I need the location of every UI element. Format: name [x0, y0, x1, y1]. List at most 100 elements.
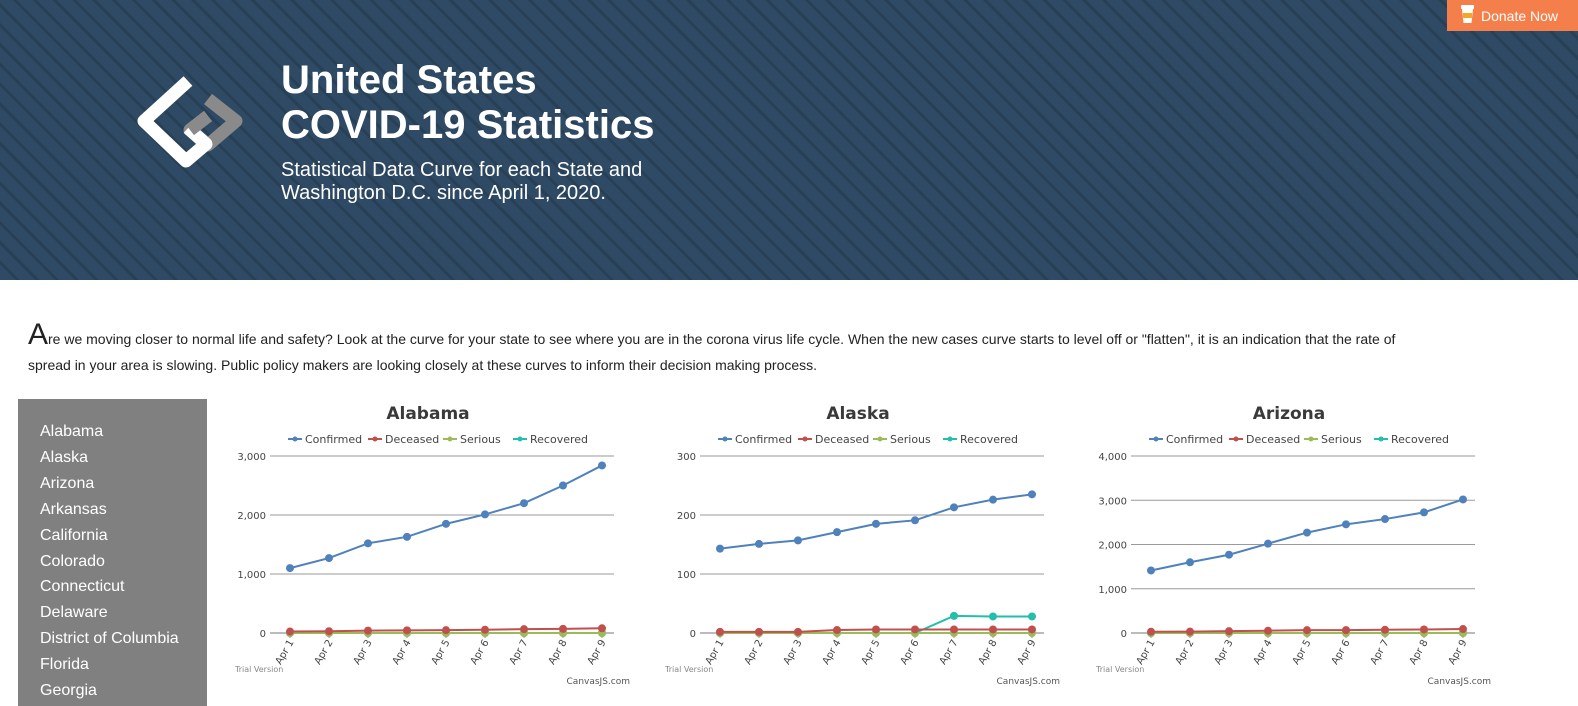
x-tick-label: Apr 3: [782, 638, 805, 667]
x-tick-label: Apr 4: [821, 638, 844, 667]
y-tick-label: 200: [677, 511, 696, 522]
data-point-recovered: [989, 612, 997, 621]
sidebar-item-alabama[interactable]: Alabama: [40, 423, 104, 440]
x-tick-label: Apr 8: [547, 638, 570, 667]
y-tick-label: 300: [677, 452, 696, 463]
sidebar-item-connecticut[interactable]: Connecticut: [40, 578, 125, 596]
x-tick-label: Apr 2: [1174, 638, 1197, 667]
chart-alabama: Alabama Confirmed Deceased Serious Recovered…: [218, 398, 638, 693]
chart-watermark: Trial Version: [234, 665, 283, 674]
legend-item-confirmed: Confirmed: [288, 433, 362, 446]
y-tick-label: 1,000: [237, 570, 266, 581]
data-point-recovered: [1028, 612, 1036, 621]
legend-marker-deceased: [802, 436, 808, 442]
data-point-deceased: [1225, 627, 1233, 636]
data-point-confirmed: [716, 544, 724, 553]
data-point-confirmed: [364, 539, 372, 548]
x-tick-label: Apr 5: [860, 638, 883, 667]
data-point-confirmed: [442, 519, 450, 528]
data-point-confirmed: [950, 503, 958, 512]
x-tick-label: Apr 3: [1213, 638, 1236, 667]
data-point-confirmed: [559, 481, 567, 490]
data-point-deceased: [755, 627, 763, 636]
data-point-deceased: [442, 626, 450, 635]
sidebar-item-arizona[interactable]: Arizona: [40, 474, 95, 492]
legend-label-deceased: Deceased: [815, 433, 869, 446]
data-point-confirmed: [325, 554, 333, 563]
data-point-deceased: [481, 625, 489, 634]
data-point-deceased: [1147, 627, 1155, 636]
data-point-deceased: [794, 627, 802, 636]
chart-title: Alaska: [826, 404, 889, 424]
y-tick-label: 4,000: [1098, 452, 1127, 463]
title-line-2: COVID-19 Statistics: [281, 103, 655, 147]
legend-item-serious: Serious: [1304, 433, 1362, 446]
sidebar-item-district-of-columbia[interactable]: District of Columbia: [40, 630, 179, 648]
chart-alaska: Alaska Confirmed Deceased Serious Recovered 0…: [648, 398, 1068, 693]
sidebar-item-florida[interactable]: Florida: [40, 656, 89, 674]
data-point-deceased: [1186, 627, 1194, 636]
data-point-confirmed: [1225, 550, 1233, 559]
legend-item-confirmed: Confirmed: [1149, 433, 1223, 446]
x-tick-label: Apr 1: [1135, 638, 1158, 667]
sidebar-item-california[interactable]: California: [40, 526, 108, 544]
legend-label-deceased: Deceased: [1246, 433, 1300, 446]
y-tick-label: 2,000: [1098, 541, 1127, 552]
legend-item-serious: Serious: [873, 433, 931, 446]
x-tick-label: Apr 9: [1447, 638, 1470, 667]
y-tick-label: 0: [260, 629, 266, 640]
legend-item-deceased: Deceased: [798, 433, 869, 446]
x-tick-label: Apr 8: [1408, 638, 1431, 667]
data-point-confirmed: [1264, 539, 1272, 548]
sidebar-item-alaska[interactable]: Alaska: [40, 448, 89, 466]
chart-watermark: Trial Version: [664, 665, 713, 674]
legend-marker-deceased: [372, 436, 378, 442]
data-point-deceased: [872, 625, 880, 634]
sidebar-item-georgia[interactable]: Georgia: [40, 682, 97, 700]
subtitle-line-2: Washington D.C. since April 1, 2020.: [281, 182, 606, 204]
x-tick-label: Apr 4: [1252, 638, 1275, 667]
x-tick-label: Apr 6: [1330, 638, 1353, 667]
donate-button[interactable]: Donate Now: [1447, 0, 1578, 31]
interlocking-diamonds-logo: [137, 76, 243, 168]
legend-label-serious: Serious: [460, 433, 501, 446]
legend-label-confirmed: Confirmed: [1166, 433, 1223, 446]
data-point-confirmed: [1186, 558, 1194, 567]
data-point-deceased: [520, 625, 528, 634]
data-point-confirmed: [520, 499, 528, 508]
state-list: Alabama Alaska Arizona Arkansas Californ…: [18, 399, 207, 704]
legend-item-recovered: Recovered: [943, 433, 1018, 446]
header-banner: United States COVID-19 Statistics Statis…: [0, 0, 1578, 280]
sidebar-item-delaware[interactable]: Delaware: [40, 604, 108, 622]
subtitle-line-1: Statistical Data Curve for each State an…: [281, 159, 643, 181]
x-tick-label: Apr 2: [743, 638, 766, 667]
intro-paragraph: Are we moving closer to normal life and …: [28, 320, 1428, 378]
legend-marker-recovered: [1378, 436, 1384, 442]
x-tick-label: Apr 5: [1291, 638, 1314, 667]
sidebar-item-arkansas[interactable]: Arkansas: [40, 500, 107, 518]
legend-item-recovered: Recovered: [1374, 433, 1449, 446]
legend-label-recovered: Recovered: [530, 433, 588, 446]
page-title: United States COVID-19 Statistics: [281, 58, 654, 148]
data-point-confirmed: [911, 516, 919, 525]
legend-label-serious: Serious: [1321, 433, 1362, 446]
legend-item-recovered: Recovered: [513, 433, 588, 446]
data-point-confirmed: [481, 510, 489, 519]
x-tick-label: Apr 1: [274, 638, 297, 667]
title-line-1: United States: [281, 58, 537, 102]
donate-label: Donate Now: [1481, 7, 1559, 24]
legend-item-deceased: Deceased: [368, 433, 439, 446]
data-point-confirmed: [1147, 566, 1155, 575]
data-point-deceased: [911, 625, 919, 634]
data-point-deceased: [1303, 626, 1311, 635]
chart-credit: CanvasJS.com: [997, 677, 1060, 687]
data-point-confirmed: [872, 519, 880, 528]
sidebar-item-colorado[interactable]: Colorado: [40, 552, 105, 570]
x-tick-label: Apr 6: [469, 638, 492, 667]
chart-watermark: Trial Version: [1095, 665, 1144, 674]
legend-marker-confirmed: [292, 436, 298, 442]
data-point-deceased: [1342, 626, 1350, 635]
legend-item-deceased: Deceased: [1229, 433, 1300, 446]
data-point-recovered: [950, 611, 958, 620]
legend-marker-confirmed: [722, 436, 728, 442]
